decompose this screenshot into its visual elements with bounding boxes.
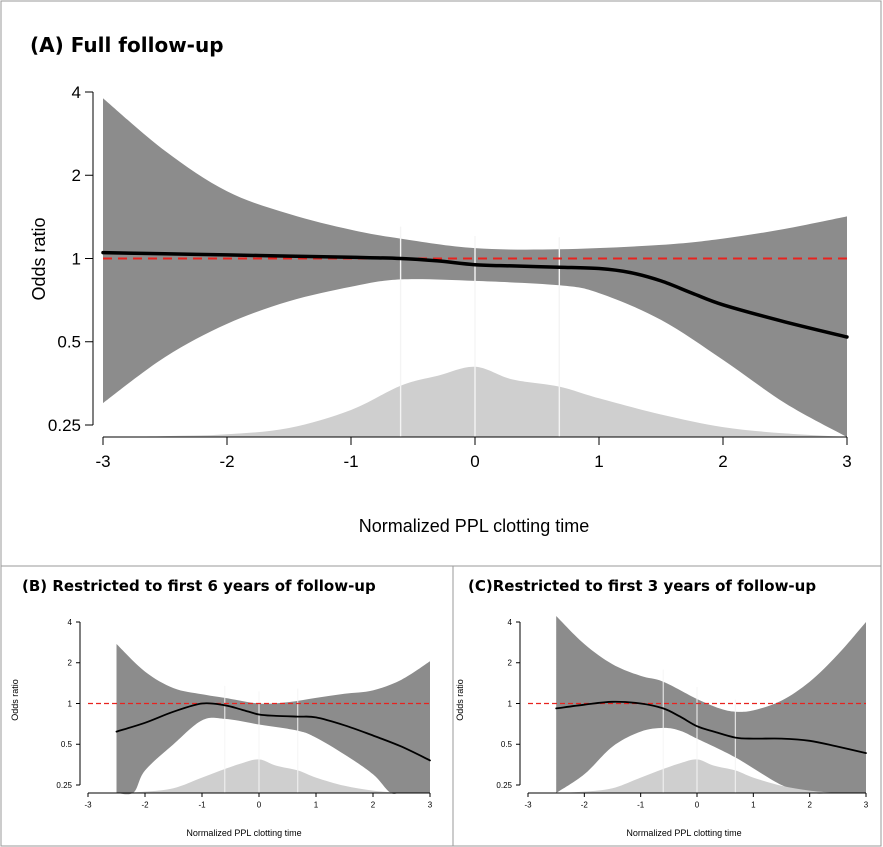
y-tick-label: 2: [68, 659, 73, 668]
panel-a-x-axis-label: Normalized PPL clotting time: [359, 516, 589, 536]
x-tick-label: 0: [470, 452, 479, 471]
panel-a-title: (A) Full follow-up: [30, 33, 224, 57]
axes-layer: 0.25 0.5 1 2 4 -3 -2 -1 0 1 2 3: [56, 618, 432, 810]
axes-layer: 0.25 0.5 1 2 4 -3 -2 -1 0 1 2 3: [48, 83, 852, 471]
estimate-line: [555, 700, 867, 754]
y-tick-label: 2: [508, 659, 513, 668]
estimate-line: [115, 702, 431, 762]
x-tick-label: 1: [594, 452, 603, 471]
panel-b-x-axis-label: Normalized PPL clotting time: [186, 828, 301, 838]
panel-c-x-axis-label: Normalized PPL clotting time: [626, 828, 741, 838]
estimate-line-layer: [555, 700, 867, 754]
x-tick-label: 2: [718, 452, 727, 471]
confidence-band-layer: [116, 644, 430, 795]
panel-b-y-axis-label: Odds ratio: [10, 679, 20, 721]
y-tick-label: 0.5: [57, 333, 81, 352]
x-tick-label: -2: [581, 800, 589, 809]
x-tick-label: -3: [84, 800, 92, 809]
estimate-line: [101, 250, 849, 339]
x-tick-label: 1: [751, 800, 756, 809]
x-tick-label: 2: [371, 800, 376, 809]
y-tick-label: 0.25: [48, 416, 81, 435]
panel-c-title: (C)Restricted to first 3 years of follow…: [468, 577, 816, 595]
quantile-lines-layer: [662, 669, 736, 793]
y-tick-label: 4: [508, 618, 513, 627]
estimate-line-layer: [115, 702, 431, 762]
y-tick-label: 2: [72, 166, 81, 185]
x-tick-label: 2: [807, 800, 812, 809]
x-tick-label: -1: [637, 800, 645, 809]
x-tick-label: -3: [524, 800, 532, 809]
x-tick-label: 3: [428, 800, 433, 809]
estimate-line-layer: [101, 250, 849, 339]
confidence-band: [556, 616, 866, 794]
y-tick-label: 4: [72, 83, 81, 102]
panel-b: 0.25 0.5 1 2 4 -3 -2 -1 0 1 2 3 (B) Restricted to f…: [10, 577, 433, 838]
y-tick-label: 0.25: [496, 781, 512, 790]
x-tick-label: -3: [95, 452, 110, 471]
confidence-band: [116, 644, 430, 795]
x-tick-label: -1: [343, 452, 358, 471]
x-tick-label: 3: [864, 800, 869, 809]
y-tick-label: 4: [68, 618, 73, 627]
panel-b-title: (B) Restricted to first 6 years of follo…: [22, 577, 376, 595]
x-tick-label: 1: [314, 800, 319, 809]
panel-a-y-axis-label: Odds ratio: [29, 217, 49, 300]
confidence-band-layer: [556, 616, 866, 794]
x-tick-label: 3: [842, 452, 851, 471]
y-tick-label: 1: [72, 249, 81, 268]
quantile-lines-layer: [399, 226, 561, 437]
y-tick-label: 1: [68, 699, 73, 708]
x-tick-label: 0: [695, 800, 700, 809]
y-tick-label: 0.5: [61, 740, 73, 749]
x-tick-label: -2: [219, 452, 234, 471]
y-tick-label: 1: [508, 699, 513, 708]
x-tick-label: -2: [141, 800, 149, 809]
panel-c: 0.25 0.5 1 2 4 -3 -2 -1 0 1 2 3 (C)Restricted to fi…: [455, 577, 869, 838]
y-tick-label: 0.5: [501, 740, 513, 749]
y-tick-label: 0.25: [56, 781, 72, 790]
x-tick-label: 0: [257, 800, 262, 809]
x-tick-label: -1: [198, 800, 206, 809]
axes-layer: 0.25 0.5 1 2 4 -3 -2 -1 0 1 2 3: [496, 618, 868, 810]
panel-c-y-axis-label: Odds ratio: [455, 679, 465, 721]
